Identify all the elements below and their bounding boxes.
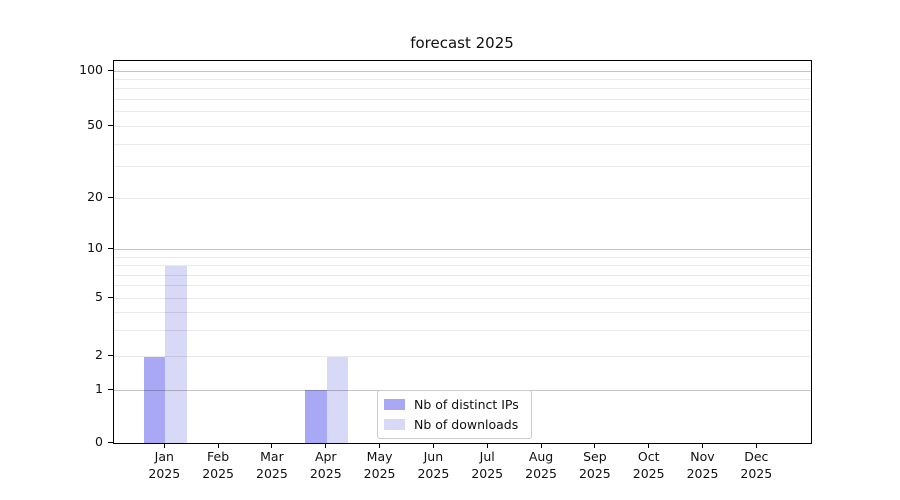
x-tick-month: Jul: [479, 449, 495, 464]
x-tick-month: Nov: [690, 449, 715, 464]
x-tick-year: 2025: [256, 465, 288, 481]
gridline-30: [114, 166, 811, 168]
gridline-90: [114, 78, 811, 80]
gridline-3: [114, 330, 811, 332]
x-tick-month: Aug: [528, 449, 554, 464]
y-tick-label-2: 2: [95, 347, 103, 362]
x-tick-mark-aug: [540, 443, 542, 448]
y-tick-mark-0: [108, 441, 113, 443]
gridline-50: [114, 126, 811, 127]
x-tick-month: Jun: [423, 449, 444, 464]
x-tick-mark-mar: [271, 443, 273, 448]
gridline-4: [114, 312, 811, 314]
gridline-20: [114, 198, 811, 200]
gridline-100: [114, 70, 811, 72]
x-tick-mark-sep: [594, 443, 596, 448]
gridline-60: [114, 111, 811, 113]
x-tick-month: Apr: [314, 449, 337, 464]
plot-area: [113, 60, 812, 444]
legend: Nb of distinct IPs Nb of downloads: [377, 390, 532, 439]
x-tick-month: Feb: [207, 449, 230, 464]
x-tick-year: 2025: [202, 465, 235, 481]
gridline-10: [114, 249, 811, 251]
x-tick-month: Oct: [637, 449, 660, 464]
x-tick-year: 2025: [363, 465, 396, 481]
y-tick-label-50: 50: [87, 117, 103, 132]
bar-nb-of-downloads-jan: [165, 265, 187, 443]
x-tick-label-nov: Nov 2025: [672, 449, 734, 482]
x-tick-label-feb: Feb 2025: [187, 449, 249, 482]
x-tick-label-aug: Aug 2025: [510, 449, 572, 482]
x-tick-month: Sep: [583, 449, 607, 464]
y-tick-label-0: 0: [95, 433, 103, 449]
chart-title: forecast 2025: [410, 34, 514, 52]
gridline-9: [114, 256, 811, 258]
x-tick-label-jun: Jun 2025: [402, 449, 464, 482]
gridline-2: [114, 356, 811, 357]
x-tick-year: 2025: [686, 465, 719, 481]
x-tick-label-oct: Oct 2025: [618, 449, 680, 482]
gridline-6: [114, 285, 811, 287]
bar-nb-of-downloads-apr: [326, 356, 349, 443]
y-tick-mark-50: [108, 125, 113, 126]
x-tick-year: 2025: [525, 465, 557, 481]
legend-label: Nb of downloads: [414, 417, 519, 432]
x-tick-mark-dec: [755, 443, 757, 448]
y-tick-label-20: 20: [87, 189, 103, 205]
bar-nb-of-distinct-ips-apr: [305, 390, 327, 443]
y-tick-mark-20: [108, 197, 113, 199]
x-tick-mark-feb: [217, 443, 219, 448]
x-tick-year: 2025: [471, 465, 504, 481]
gridline-8: [114, 265, 811, 267]
x-tick-year: 2025: [148, 465, 181, 481]
x-tick-mark-jun: [432, 443, 434, 448]
x-tick-mark-jul: [486, 443, 488, 448]
gridline-70: [114, 99, 811, 101]
legend-item: Nb of distinct IPs: [384, 397, 519, 412]
y-tick-mark-1: [108, 388, 113, 390]
y-tick-mark-100: [108, 69, 113, 71]
gridline-40: [114, 143, 811, 145]
x-tick-label-mar: Mar 2025: [241, 449, 303, 482]
legend-swatch-icon: [384, 419, 405, 430]
x-tick-year: 2025: [309, 465, 342, 481]
gridline-7: [114, 274, 811, 276]
x-tick-year: 2025: [632, 465, 665, 481]
y-tick-label-10: 10: [87, 240, 103, 256]
y-tick-mark-2: [108, 355, 113, 356]
gridline-5: [114, 298, 811, 300]
x-tick-year: 2025: [740, 465, 773, 481]
x-tick-mark-jan: [163, 443, 165, 448]
x-tick-label-may: May 2025: [349, 449, 411, 482]
x-tick-month: Mar: [260, 449, 284, 464]
bar-nb-of-distinct-ips-jan: [144, 356, 166, 443]
x-tick-mark-may: [379, 443, 381, 448]
x-tick-label-jul: Jul 2025: [456, 449, 518, 482]
x-tick-year: 2025: [417, 465, 450, 481]
legend-item: Nb of downloads: [384, 417, 519, 432]
y-tick-label-5: 5: [95, 289, 103, 305]
y-tick-label-100: 100: [79, 61, 103, 77]
legend-label: Nb of distinct IPs: [414, 397, 519, 412]
x-tick-year: 2025: [578, 465, 611, 481]
y-tick-mark-10: [108, 248, 113, 250]
y-tick-mark-5: [108, 297, 113, 299]
gridline-80: [114, 88, 811, 90]
x-tick-mark-nov: [702, 443, 703, 448]
x-tick-month: May: [366, 449, 393, 464]
x-tick-mark-apr: [325, 443, 327, 448]
x-tick-mark-oct: [648, 443, 650, 448]
legend-swatch-icon: [384, 399, 405, 410]
x-tick-label-apr: Apr 2025: [295, 449, 357, 482]
y-tick-label-1: 1: [95, 380, 103, 396]
x-tick-month: Dec: [744, 449, 769, 464]
x-tick-label-dec: Dec 2025: [725, 449, 787, 482]
x-tick-label-jan: Jan 2025: [133, 449, 195, 482]
x-tick-label-sep: Sep 2025: [564, 449, 626, 482]
x-tick-month: Jan: [154, 449, 174, 464]
